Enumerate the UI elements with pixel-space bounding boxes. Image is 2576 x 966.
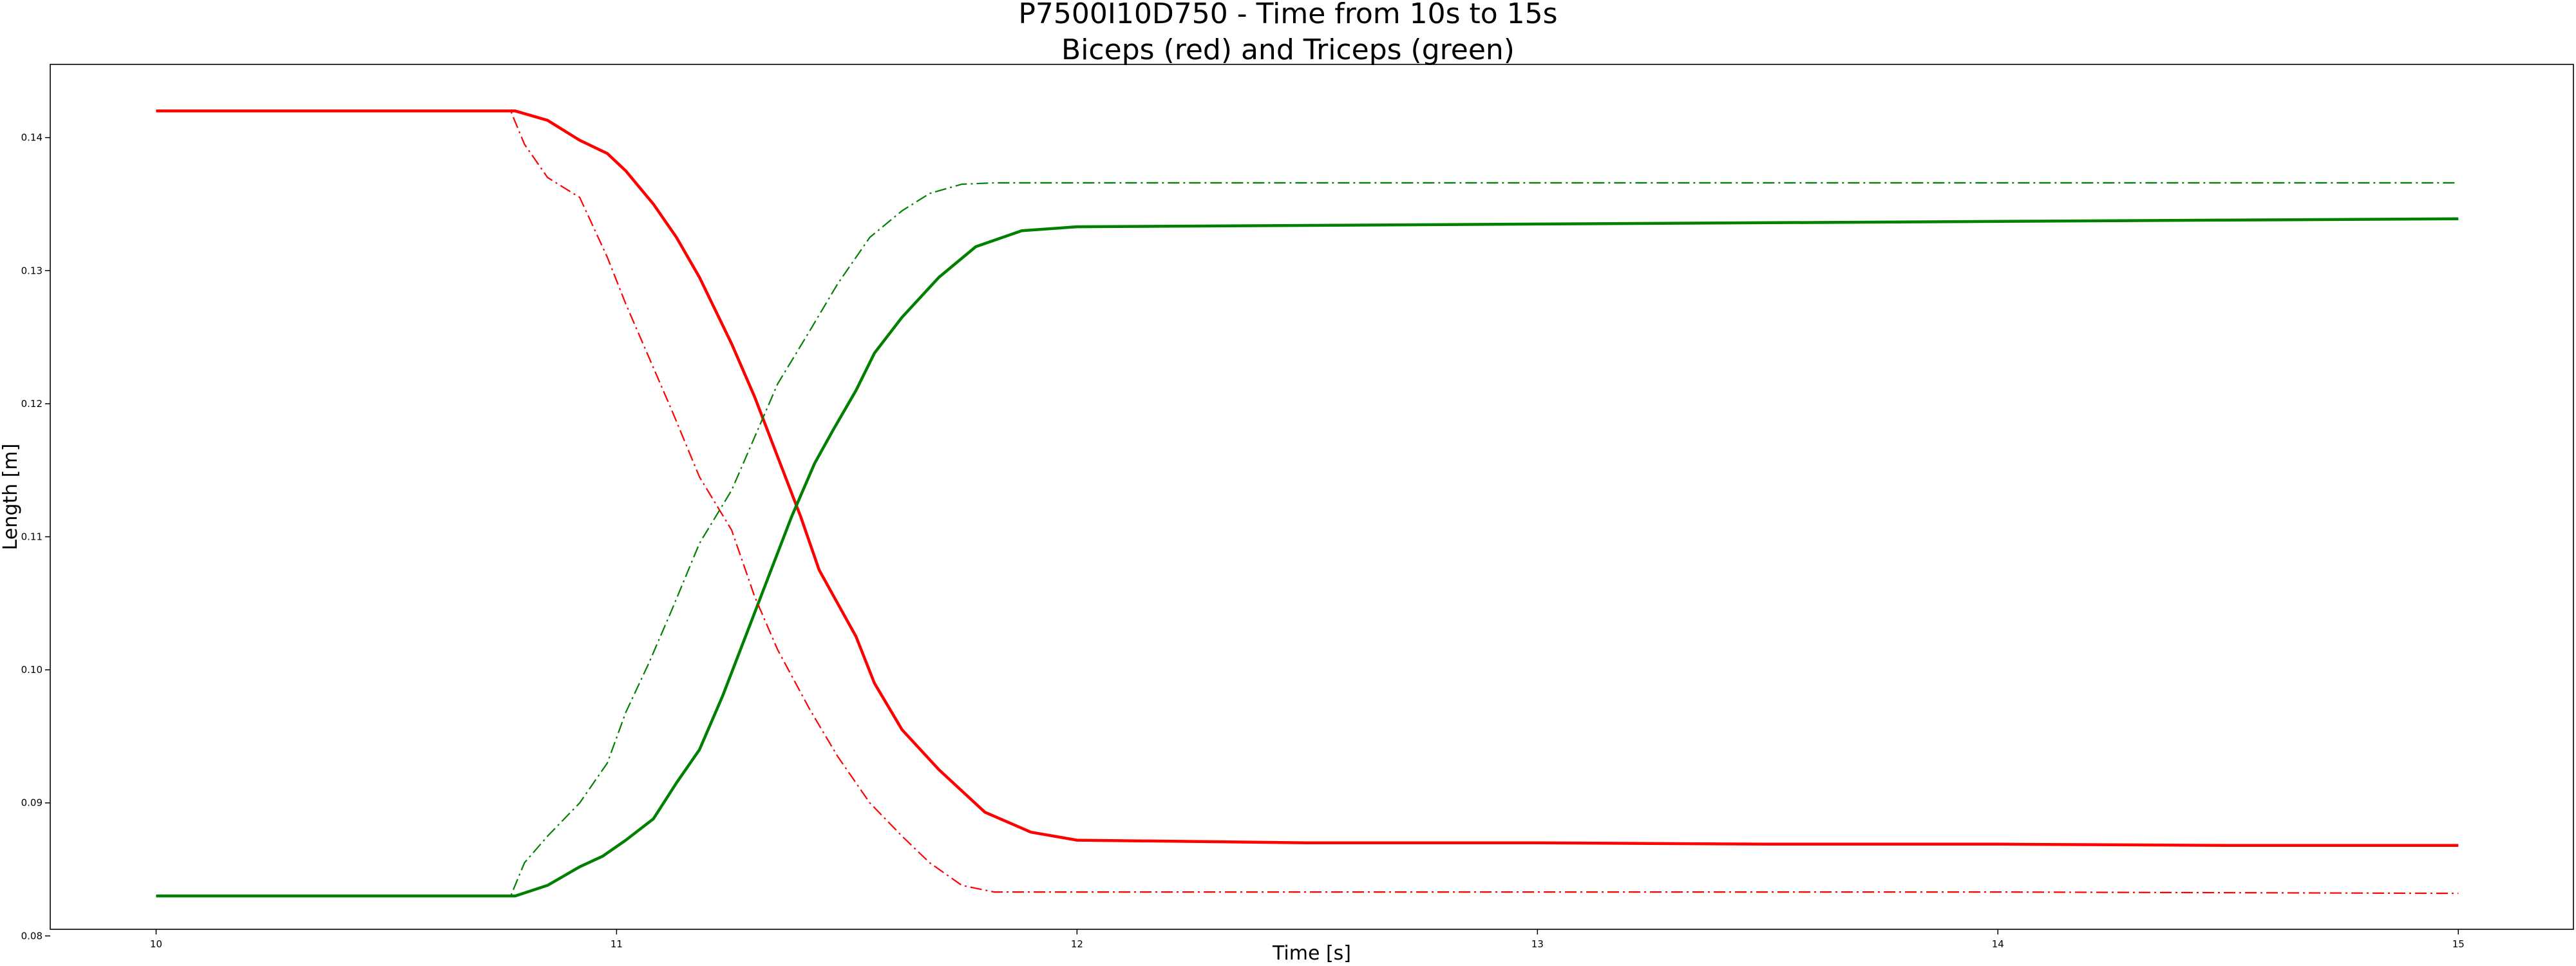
x-axis-label: Time [s] — [1272, 942, 1351, 965]
x-tick-label: 14 — [1992, 938, 2004, 950]
ticks-layer: 10 11 12 13 14 15 0.08 0.09 0.10 0.11 0.12 0.13 0.14 — [21, 132, 2465, 950]
x-tick-label: 10 — [150, 938, 162, 950]
plot-frame — [50, 64, 2574, 930]
series-line-red-dashdot — [156, 110, 2459, 895]
series-line-green-solid — [156, 217, 2459, 898]
y-tick-label: 0.09 — [21, 797, 43, 809]
y-tick-label: 0.13 — [21, 265, 43, 276]
x-tick-label: 12 — [1071, 938, 1083, 950]
series-line-green-dashdot — [156, 182, 2459, 897]
y-axis-label: Length [m] — [0, 444, 22, 551]
y-tick-label: 0.10 — [21, 664, 43, 676]
chart-subtitle: Biceps (red) and Triceps (green) — [1061, 33, 1515, 66]
series-line-red-solid — [156, 109, 2459, 848]
y-tick-label: 0.08 — [21, 930, 43, 942]
chart-title: P7500I10D750 - Time from 10s to 15s — [1018, 0, 1557, 30]
series-layer — [156, 109, 2459, 898]
y-tick-label: 0.14 — [21, 132, 43, 144]
x-tick-label: 15 — [2452, 938, 2465, 950]
y-tick-label: 0.12 — [21, 398, 43, 410]
x-tick-label: 11 — [611, 938, 623, 950]
y-tick-label: 0.11 — [21, 531, 43, 542]
x-tick-label: 13 — [1531, 938, 1544, 950]
